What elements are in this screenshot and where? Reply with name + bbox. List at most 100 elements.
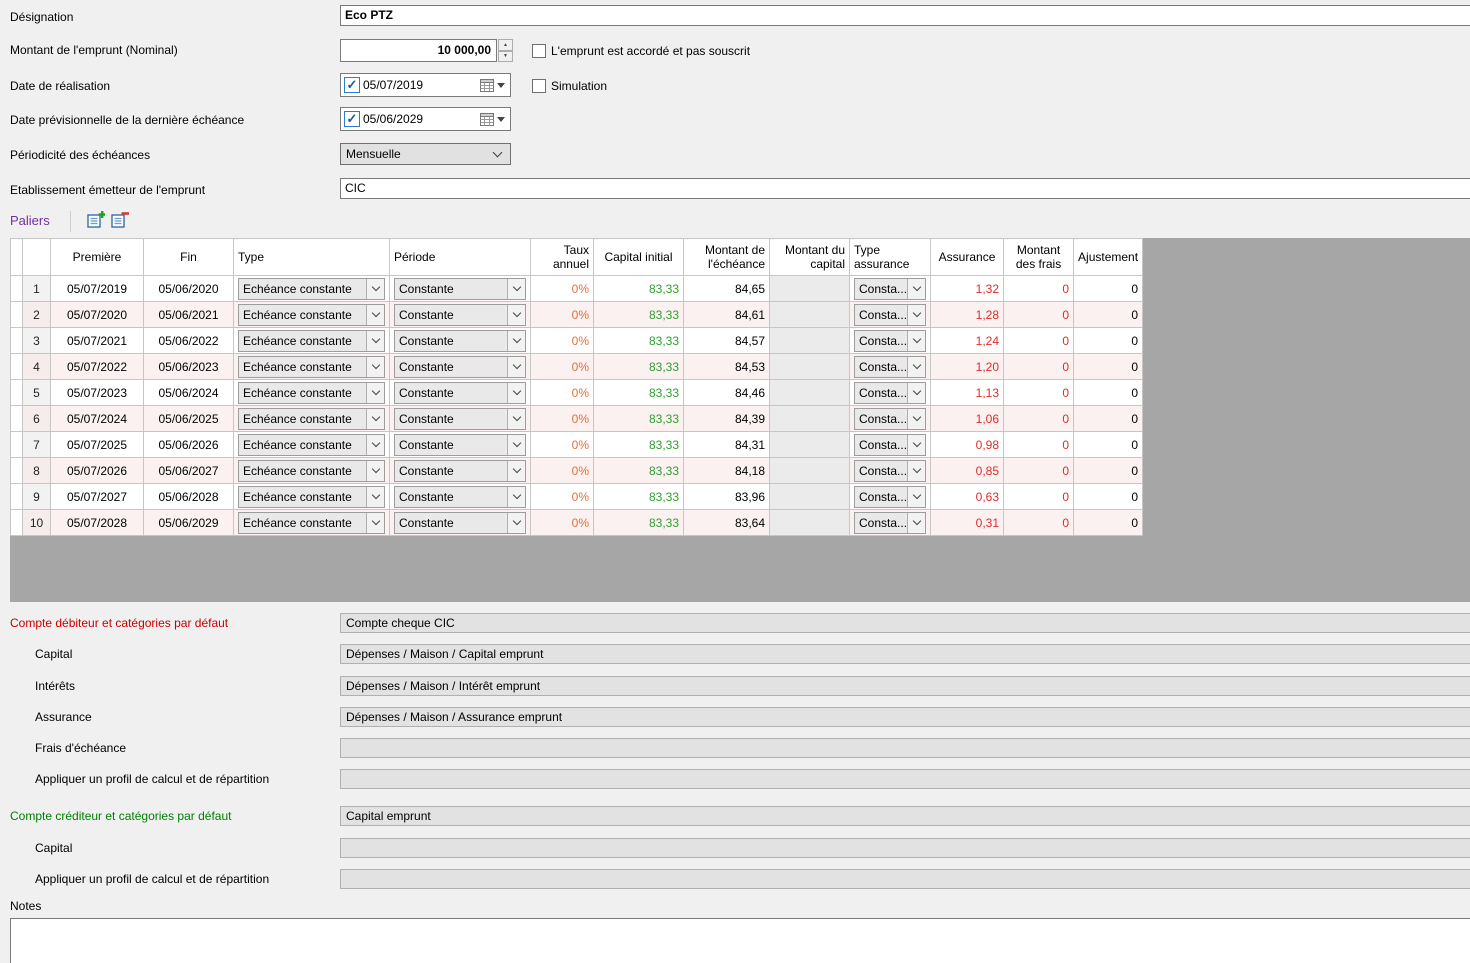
cell-fin[interactable]: 05/06/2026: [143, 431, 234, 458]
cell-taux-annuel[interactable]: 0%: [530, 457, 594, 484]
cell-type-select[interactable]: Echéance constante: [233, 353, 390, 380]
type-select-dropdown[interactable]: Echéance constante: [238, 355, 385, 378]
cell-type-select[interactable]: Echéance constante: [233, 301, 390, 328]
capital-credit-field[interactable]: [340, 838, 1470, 858]
cell-premiere[interactable]: 05/07/2021: [50, 327, 144, 354]
cell-premiere[interactable]: 05/07/2022: [50, 353, 144, 380]
cell-ajustement[interactable]: 0: [1073, 457, 1144, 484]
cell-ajustement[interactable]: 0: [1073, 301, 1144, 328]
cell-fin[interactable]: 05/06/2024: [143, 379, 234, 406]
cell-ajustement[interactable]: 0: [1073, 431, 1144, 458]
cell-assurance[interactable]: 1,32: [930, 275, 1005, 302]
date-derniere-checkbox[interactable]: ✓: [344, 111, 360, 127]
cell-montant-echeance[interactable]: 84,46: [683, 379, 770, 406]
type-select-dropdown[interactable]: Echéance constante: [238, 381, 385, 404]
cell-premiere[interactable]: 05/07/2024: [50, 405, 144, 432]
cell-taux-annuel[interactable]: 0%: [530, 509, 594, 536]
periode-select-dropdown[interactable]: Constante: [394, 433, 526, 456]
cell-fin[interactable]: 05/06/2022: [143, 327, 234, 354]
periode-select-dropdown[interactable]: Constante: [394, 355, 526, 378]
cell-periode-select[interactable]: Constante: [389, 353, 531, 380]
cell-premiere[interactable]: 05/07/2020: [50, 301, 144, 328]
etablissement-input[interactable]: CIC: [340, 178, 1470, 199]
capital-debit-field[interactable]: Dépenses / Maison / Capital emprunt: [340, 644, 1470, 664]
assurance-field[interactable]: Dépenses / Maison / Assurance emprunt: [340, 707, 1470, 727]
cell-assurance[interactable]: 1,13: [930, 379, 1005, 406]
cell-fin[interactable]: 05/06/2028: [143, 483, 234, 510]
cell-capital-initial[interactable]: 83,33: [593, 509, 684, 536]
type-select-dropdown[interactable]: Echéance constante: [238, 459, 385, 482]
cell-capital-initial[interactable]: 83,33: [593, 457, 684, 484]
assurance-select-dropdown[interactable]: Consta...: [854, 459, 927, 482]
date-dropdown-arrow-icon[interactable]: [497, 82, 505, 88]
cell-premiere[interactable]: 05/07/2019: [50, 275, 144, 302]
cell-fin[interactable]: 05/06/2020: [143, 275, 234, 302]
profil-debit-field[interactable]: [340, 769, 1470, 789]
cell-montant-echeance[interactable]: 84,53: [683, 353, 770, 380]
type-select-dropdown[interactable]: Echéance constante: [238, 303, 385, 326]
cell-periode-select[interactable]: Constante: [389, 405, 531, 432]
cell-capital-initial[interactable]: 83,33: [593, 431, 684, 458]
cell-montant-frais[interactable]: 0: [1003, 431, 1075, 458]
cell-montant-frais[interactable]: 0: [1003, 405, 1075, 432]
cell-taux-annuel[interactable]: 0%: [530, 327, 594, 354]
date-derniere-field[interactable]: ✓ 05/06/2029: [340, 107, 511, 131]
cell-montant-echeance[interactable]: 84,31: [683, 431, 770, 458]
cell-periode-select[interactable]: Constante: [389, 301, 531, 328]
calendar-icon[interactable]: [480, 78, 494, 92]
interets-field[interactable]: Dépenses / Maison / Intérêt emprunt: [340, 676, 1470, 696]
add-row-button[interactable]: [86, 211, 106, 231]
cell-type-select[interactable]: Echéance constante: [233, 379, 390, 406]
assurance-select-dropdown[interactable]: Consta...: [854, 303, 927, 326]
type-select-dropdown[interactable]: Echéance constante: [238, 433, 385, 456]
cell-assurance[interactable]: 0,85: [930, 457, 1005, 484]
cell-premiere[interactable]: 05/07/2025: [50, 431, 144, 458]
cell-assurance-select[interactable]: Consta...: [848, 405, 932, 432]
date-derniere-value[interactable]: 05/06/2029: [363, 112, 424, 126]
cell-ajustement[interactable]: 0: [1073, 509, 1144, 536]
cell-montant-frais[interactable]: 0: [1003, 457, 1075, 484]
cell-type-select[interactable]: Echéance constante: [233, 405, 390, 432]
cell-taux-annuel[interactable]: 0%: [530, 275, 594, 302]
cell-capital-initial[interactable]: 83,33: [593, 483, 684, 510]
cell-assurance-select[interactable]: Consta...: [848, 353, 932, 380]
profil-credit-field[interactable]: [340, 869, 1470, 889]
cell-taux-annuel[interactable]: 0%: [530, 405, 594, 432]
delete-row-button[interactable]: [110, 211, 130, 231]
cell-montant-frais[interactable]: 0: [1003, 483, 1075, 510]
compte-crediteur-field[interactable]: Capital emprunt: [340, 806, 1470, 826]
cell-periode-select[interactable]: Constante: [389, 509, 531, 536]
cell-assurance[interactable]: 1,06: [930, 405, 1005, 432]
cell-ajustement[interactable]: 0: [1073, 483, 1144, 510]
cell-montant-frais[interactable]: 0: [1003, 353, 1075, 380]
cell-assurance[interactable]: 1,28: [930, 301, 1005, 328]
cell-ajustement[interactable]: 0: [1073, 327, 1144, 354]
assurance-select-dropdown[interactable]: Consta...: [854, 511, 927, 534]
cell-montant-frais[interactable]: 0: [1003, 327, 1075, 354]
spinner-down-button[interactable]: ▼: [498, 50, 513, 62]
cell-montant-echeance[interactable]: 84,39: [683, 405, 770, 432]
cell-fin[interactable]: 05/06/2025: [143, 405, 234, 432]
cell-assurance-select[interactable]: Consta...: [848, 483, 932, 510]
montant-input[interactable]: 10 000,00: [340, 39, 497, 62]
cell-periode-select[interactable]: Constante: [389, 483, 531, 510]
cell-assurance-select[interactable]: Consta...: [848, 379, 932, 406]
periode-select-dropdown[interactable]: Constante: [394, 407, 526, 430]
periode-select-dropdown[interactable]: Constante: [394, 459, 526, 482]
cell-assurance-select[interactable]: Consta...: [848, 431, 932, 458]
cell-fin[interactable]: 05/06/2027: [143, 457, 234, 484]
periode-select-dropdown[interactable]: Constante: [394, 485, 526, 508]
cell-assurance-select[interactable]: Consta...: [848, 509, 932, 536]
cell-fin[interactable]: 05/06/2029: [143, 509, 234, 536]
cell-montant-frais[interactable]: 0: [1003, 301, 1075, 328]
type-select-dropdown[interactable]: Echéance constante: [238, 485, 385, 508]
cell-premiere[interactable]: 05/07/2028: [50, 509, 144, 536]
cell-montant-echeance[interactable]: 84,61: [683, 301, 770, 328]
cell-assurance-select[interactable]: Consta...: [848, 327, 932, 354]
cell-montant-echeance[interactable]: 84,65: [683, 275, 770, 302]
cell-taux-annuel[interactable]: 0%: [530, 353, 594, 380]
cell-taux-annuel[interactable]: 0%: [530, 431, 594, 458]
compte-debiteur-field[interactable]: Compte cheque CIC: [340, 613, 1470, 633]
cell-periode-select[interactable]: Constante: [389, 327, 531, 354]
cell-montant-frais[interactable]: 0: [1003, 275, 1075, 302]
